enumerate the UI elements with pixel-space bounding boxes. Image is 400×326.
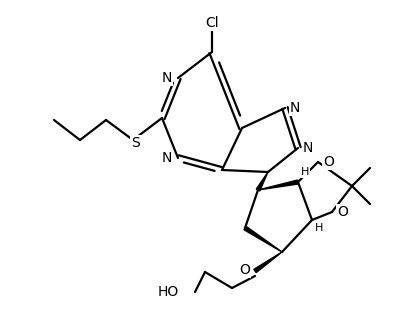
Text: O: O [337,205,348,219]
Polygon shape [258,180,298,190]
Text: H: H [301,167,309,177]
Text: N: N [303,141,313,155]
Text: N: N [290,101,300,115]
Polygon shape [254,252,282,273]
Polygon shape [244,226,282,252]
Text: N: N [162,151,172,165]
Text: S: S [132,136,140,150]
Text: Cl: Cl [205,16,219,30]
Polygon shape [256,172,268,191]
Text: O: O [239,263,250,277]
Text: HO: HO [158,285,179,299]
Text: O: O [323,155,334,169]
Text: H: H [315,223,323,233]
Text: N: N [162,71,172,85]
